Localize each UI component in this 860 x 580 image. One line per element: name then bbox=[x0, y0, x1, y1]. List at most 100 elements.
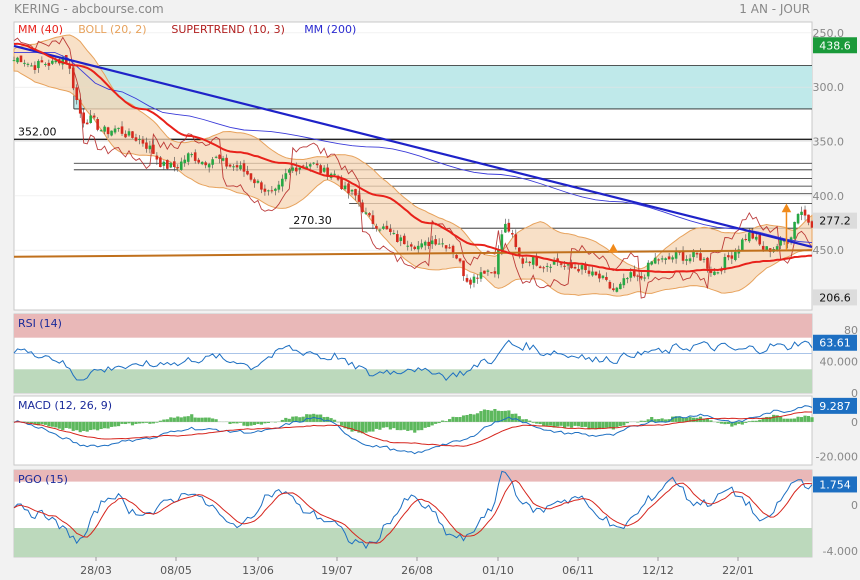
macd-histogram-bar bbox=[810, 417, 814, 422]
candle-body bbox=[47, 62, 51, 66]
candle-body bbox=[350, 189, 354, 192]
macd-histogram-bar bbox=[611, 421, 615, 430]
macd-histogram-bar bbox=[427, 421, 431, 428]
macd-histogram-bar bbox=[677, 416, 682, 422]
candle-body bbox=[183, 159, 187, 164]
macd-histogram-bar bbox=[89, 421, 93, 431]
macd-histogram-bar bbox=[594, 421, 598, 430]
candle-body bbox=[378, 229, 382, 231]
macd-histogram-bar bbox=[789, 418, 793, 422]
candle-body bbox=[744, 238, 748, 240]
candle-body bbox=[706, 257, 709, 269]
support-trendline bbox=[13, 249, 813, 258]
macd-histogram-bar bbox=[618, 421, 622, 427]
macd-histogram-bar bbox=[782, 418, 786, 422]
macd-histogram-bar bbox=[186, 416, 190, 422]
legend-item-0: MM (40) bbox=[18, 23, 63, 36]
indicator-badge: 9.287 bbox=[819, 400, 851, 413]
macd-histogram-bar bbox=[768, 416, 772, 422]
macd-histogram-bar bbox=[730, 421, 734, 427]
macd-histogram-bar bbox=[709, 420, 713, 422]
candle-body bbox=[723, 257, 727, 270]
candle-body bbox=[225, 157, 228, 167]
macd-histogram-bar bbox=[514, 413, 518, 422]
macd-histogram-bar bbox=[538, 421, 542, 425]
candle-body bbox=[803, 209, 807, 216]
macd-histogram-bar bbox=[542, 421, 546, 426]
candle-body bbox=[242, 163, 246, 172]
macd-histogram-bar bbox=[256, 421, 260, 425]
macd-histogram-bar bbox=[99, 421, 103, 430]
macd-histogram-bar bbox=[141, 421, 145, 424]
macd-histogram-bar bbox=[779, 416, 783, 422]
macd-histogram-bar bbox=[144, 421, 149, 423]
pgo-lower-zone bbox=[14, 528, 812, 557]
macd-histogram-bar bbox=[524, 419, 528, 422]
macd-histogram-bar bbox=[346, 421, 351, 430]
candle-body bbox=[354, 189, 357, 196]
macd-histogram-bar bbox=[573, 421, 577, 426]
pgo-line bbox=[13, 470, 813, 550]
candle-body bbox=[92, 115, 96, 118]
candle-body bbox=[204, 162, 207, 166]
candle-body bbox=[152, 144, 155, 154]
candle-body bbox=[207, 164, 211, 168]
macd-histogram-bar bbox=[580, 421, 584, 428]
macd-histogram-bar bbox=[165, 419, 169, 422]
candle-body bbox=[810, 221, 814, 228]
candle-body bbox=[504, 223, 507, 233]
candle-body bbox=[709, 270, 713, 273]
candle-body bbox=[256, 180, 260, 183]
macd-histogram-bar bbox=[263, 421, 267, 424]
candle-body bbox=[730, 255, 734, 259]
candle-body bbox=[357, 194, 361, 202]
macd-histogram-bar bbox=[684, 417, 689, 422]
candle-body bbox=[33, 65, 37, 70]
macd-histogram-bar bbox=[360, 421, 365, 434]
indicator-badge-bg bbox=[813, 476, 857, 493]
macd-histogram-bar bbox=[761, 417, 765, 422]
x-tick-label: 19/07 bbox=[321, 564, 353, 577]
candle-body bbox=[294, 167, 298, 172]
mm200-line-thin bbox=[14, 51, 813, 244]
macd-histogram-bar bbox=[329, 418, 333, 422]
price-badge-1: 277.2 bbox=[819, 215, 851, 228]
macd-histogram-bar bbox=[43, 421, 47, 425]
candle-body bbox=[713, 271, 716, 275]
candle-body bbox=[580, 265, 584, 270]
macd-histogram-bar bbox=[172, 417, 176, 422]
candle-body bbox=[44, 63, 47, 65]
candle-body bbox=[577, 268, 580, 272]
candle-body bbox=[455, 254, 458, 259]
macd-histogram-bar bbox=[231, 421, 236, 424]
candle-body bbox=[141, 139, 145, 144]
candle-body bbox=[281, 178, 284, 187]
macd-histogram-bar bbox=[134, 421, 138, 424]
rsi-overbought-zone bbox=[14, 314, 812, 338]
candle-body bbox=[605, 276, 608, 280]
macd-histogram-bar bbox=[660, 418, 664, 422]
macd-histogram-bar bbox=[590, 421, 595, 429]
candle-body bbox=[695, 253, 699, 255]
candle-body bbox=[392, 233, 396, 235]
rsi-oversold-zone bbox=[14, 369, 812, 393]
candle-body bbox=[758, 235, 762, 245]
chart-title: KERING - abcbourse.com bbox=[14, 2, 164, 16]
macd-histogram-bar bbox=[176, 416, 180, 422]
macd-histogram-bar bbox=[786, 418, 790, 422]
candle-body bbox=[148, 145, 152, 150]
candle-body bbox=[465, 278, 469, 282]
candle-body bbox=[409, 244, 413, 247]
macd-histogram-bar bbox=[193, 417, 197, 422]
candle-body bbox=[124, 133, 127, 138]
macd-histogram-bar bbox=[29, 421, 34, 424]
macd-histogram-bar bbox=[148, 421, 152, 424]
macd-histogram-bar bbox=[204, 417, 208, 422]
macd-histogram-bar bbox=[322, 417, 326, 422]
macd-histogram-bar bbox=[636, 421, 640, 423]
macd-histogram-bar bbox=[92, 421, 96, 430]
candle-body bbox=[312, 162, 315, 164]
macd-histogram-bar bbox=[472, 414, 476, 422]
panel-title: PGO (15) bbox=[18, 473, 68, 486]
candle-body bbox=[246, 170, 249, 175]
